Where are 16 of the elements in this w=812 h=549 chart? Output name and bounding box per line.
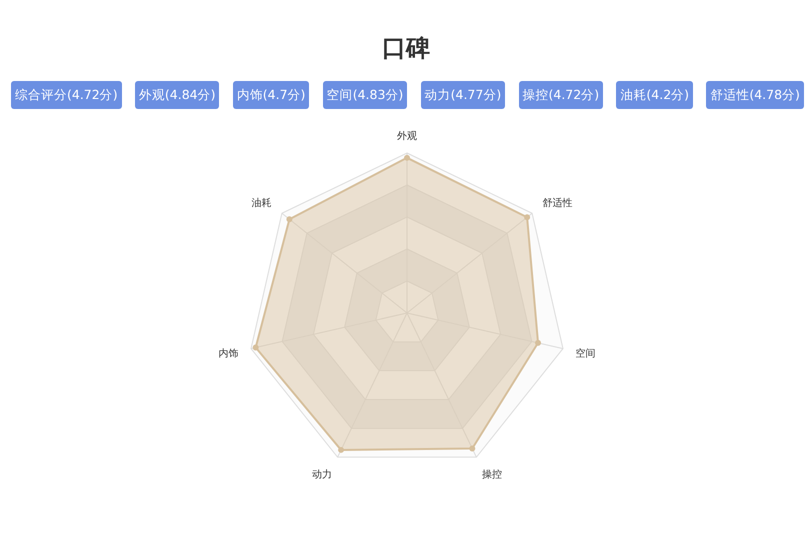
spoke-label: 舒适性	[542, 197, 572, 210]
text: 外观(4.84分)	[134, 81, 220, 109]
text: 内饰(4.7分)	[232, 81, 310, 109]
chart-title: 口碑	[381, 33, 431, 64]
text: 空间(4.83分)	[322, 81, 408, 109]
spoke-label: 动力	[312, 468, 332, 480]
spoke-label: 操控	[482, 468, 502, 480]
text: 综合评分(4.72分)	[11, 81, 122, 109]
spoke-label: 油耗	[252, 197, 272, 210]
spoke-label: 外观	[397, 131, 417, 142]
text: 动力(4.77分)	[420, 81, 506, 109]
text: 舒适性(4.78分)	[706, 81, 804, 109]
spoke-label: 空间	[576, 348, 596, 360]
text: 油耗(4.2分)	[616, 81, 694, 109]
spoke-label: 内饰	[218, 348, 238, 360]
text: 操控(4.72分)	[518, 81, 604, 109]
